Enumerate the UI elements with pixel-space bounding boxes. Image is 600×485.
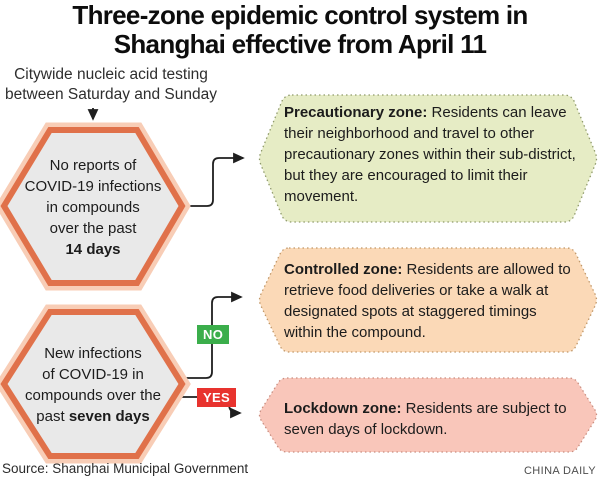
controlled-zone-text: Controlled zone: Residents are allowed t… (284, 259, 576, 343)
hexagon-2-last-normal: past (36, 408, 65, 425)
page-title-line2: Shanghai effective from April 11 (113, 29, 487, 59)
hexagon-2-line: of COVID-19 in (42, 366, 144, 383)
no-badge: NO (197, 325, 230, 344)
hexagon-1-line: in compounds (46, 199, 140, 216)
precautionary-zone-text: Precautionary zone: Residents can leave … (284, 102, 576, 207)
lockdown-zone-label: Lockdown zone: (284, 400, 402, 417)
hexagon-2-last-bold: seven days (68, 408, 150, 425)
controlled-zone-label: Controlled zone: (284, 261, 403, 278)
hexagon-2-text: New infections of COVID-19 in compounds … (8, 343, 178, 427)
precautionary-zone-box (258, 94, 598, 223)
yes-badge: YES (197, 388, 236, 407)
publisher-credit: CHINA DAILY (523, 465, 596, 477)
page-title: Three-zone epidemic control system in Sha… (0, 1, 600, 59)
hexagon-1-line: No reports of (49, 157, 137, 174)
controlled-zone-description: Residents are allowed to retrieve food d… (284, 261, 571, 341)
hexagon-1 (0, 127, 186, 286)
hexagon-2-last-line: past seven days (8, 406, 178, 427)
source-attribution: Source: Shanghai Municipal Government (2, 461, 249, 476)
hexagon-1-text: No reports of COVID-19 infections in com… (8, 155, 178, 260)
intro-note: Citywide nucleic acid testing between Sa… (0, 65, 222, 105)
precautionary-zone-description: Residents can leave their neighborhood a… (284, 104, 576, 205)
page-title-line1: Three-zone epidemic control system in (72, 0, 528, 30)
hexagon-1-line: over the past (49, 220, 137, 237)
hexagon-2 (0, 309, 186, 459)
connector-hex1-precautionary (181, 152, 245, 207)
hexagon-1-bold-line: 14 days (65, 241, 121, 258)
precautionary-zone-label: Precautionary zone: (284, 104, 428, 121)
lockdown-zone-description: Residents are subject to seven days of l… (284, 400, 567, 438)
hexagon-2-line: New infections (44, 345, 142, 362)
hexagon-2-line: compounds over the (25, 387, 161, 404)
intro-note-line1: Citywide nucleic acid testing (14, 66, 208, 83)
intro-note-line2: between Saturday and Sunday (5, 86, 217, 103)
lockdown-zone-box (258, 377, 598, 453)
controlled-zone-box (258, 247, 598, 353)
lockdown-zone-text: Lockdown zone: Residents are subject to … (284, 398, 576, 440)
hexagon-1-line: COVID-19 infections (24, 178, 162, 195)
